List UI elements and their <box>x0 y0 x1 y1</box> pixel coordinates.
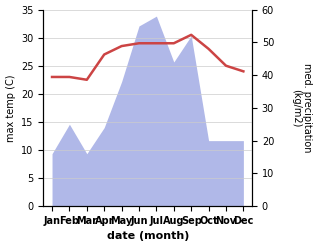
Y-axis label: med. precipitation
(kg/m2): med. precipitation (kg/m2) <box>291 63 313 153</box>
X-axis label: date (month): date (month) <box>107 231 189 242</box>
Y-axis label: max temp (C): max temp (C) <box>5 74 16 142</box>
